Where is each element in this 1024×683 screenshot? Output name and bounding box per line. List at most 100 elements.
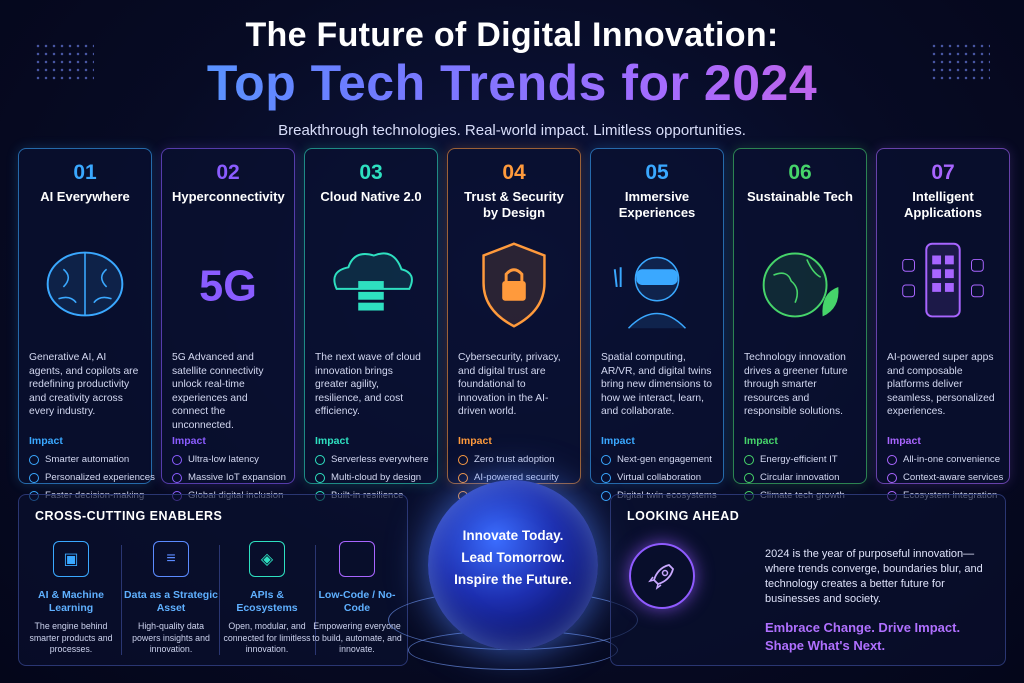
impact-text: Smarter automation: [45, 454, 130, 465]
decorative-dots-left: [34, 42, 94, 82]
impact-text: Next-gen engagement: [617, 454, 712, 465]
divider: [219, 545, 220, 655]
impact-text: Ultra-low latency: [188, 454, 259, 465]
smartphone-apps-icon: [887, 229, 999, 345]
impact-item: Energy-efficient IT: [744, 451, 856, 469]
trend-card: 05 Immersive Experiences Spatial computi…: [590, 148, 724, 501]
impact-item: Context-aware services: [887, 469, 1003, 487]
trend-description: 5G Advanced and satellite connectivity u…: [172, 352, 264, 431]
bullet-icon: [458, 473, 468, 483]
impact-text: AI-powered security: [474, 472, 559, 483]
trend-name: Intelligent Applications: [903, 189, 982, 220]
trend-card: 07 Intelligent Applications AI-powered s…: [876, 148, 1010, 501]
bullet-icon: [172, 473, 182, 483]
enabler-description: The engine behind smarter products and p…: [29, 621, 113, 654]
impact-text: Context-aware services: [903, 472, 1004, 483]
impact-text: All-in-one convenience: [903, 454, 1001, 465]
impact-item: Circular innovation: [744, 469, 856, 487]
enabler-description: Empowering everyone to build, automate, …: [312, 621, 402, 654]
bullet-icon: [744, 455, 754, 465]
trend-number: 07: [931, 161, 955, 184]
enabler-item: ▣ AI & Machine Learning The engine behin…: [23, 541, 119, 659]
cta-line: Embrace Change. Drive Impact.: [765, 620, 961, 635]
slogan-line: Innovate Today.: [462, 528, 564, 543]
impact-text: Energy-efficient IT: [760, 454, 838, 465]
shield-lock-icon: [458, 229, 570, 345]
trend-card: 02 Hyperconnectivity 5G 5G Advanced and …: [161, 148, 295, 501]
bullet-icon: [315, 473, 325, 483]
trend-description: Spatial computing, AR/VR, and digital tw…: [601, 352, 713, 418]
impact-item: Personalized experiences: [29, 469, 155, 487]
trend-name: Hyperconnectivity: [172, 189, 285, 204]
page-title: The Future of Digital Innovation:: [245, 16, 779, 54]
trend-card: 04 Trust & Security by Design Cybersecur…: [447, 148, 581, 501]
impact-item: Smarter automation: [29, 451, 141, 469]
enabler-item: ≡ Data as a Strategic Asset High-quality…: [123, 541, 219, 659]
trend-card: 03 Cloud Native 2.0 The next wave of clo…: [304, 148, 438, 501]
trend-description: The next wave of cloud innovation brings…: [315, 352, 421, 418]
impact-item: Serverless everywhere: [315, 451, 429, 469]
impact-text: Circular innovation: [760, 472, 840, 483]
trend-description: Technology innovation drives a greener f…: [744, 352, 848, 418]
enabler-title: APIs & Ecosystems: [236, 589, 298, 614]
5g-icon: 5G: [172, 229, 284, 345]
globe-slogan: Innovate Today. Lead Tomorrow. Inspire t…: [438, 525, 588, 591]
impact-text: Multi-cloud by design: [331, 472, 422, 483]
impact-item: Zero trust adoption: [458, 451, 570, 469]
enabler-description: High-quality data powers insights and in…: [132, 621, 210, 654]
trend-name: AI Everywhere: [40, 189, 130, 204]
rocket-icon: [629, 543, 695, 609]
bullet-icon: [315, 455, 325, 465]
enablers-panel: CROSS-CUTTING ENABLERS ▣ AI & Machine Le…: [18, 494, 408, 666]
bullet-icon: [29, 455, 39, 465]
chip-icon: ▣: [53, 541, 89, 577]
trend-card: 06 Sustainable Tech Technology innovatio…: [733, 148, 867, 501]
cubes-icon: ◈: [249, 541, 285, 577]
globe-leaf-icon: [744, 229, 856, 345]
trend-number: 05: [645, 161, 669, 184]
bullet-icon: [601, 473, 611, 483]
trend-name: Cloud Native 2.0: [320, 189, 422, 204]
bullet-icon: [887, 473, 897, 483]
trend-number: 03: [359, 161, 383, 184]
vr-headset-icon: [601, 229, 713, 345]
bullet-icon: [458, 455, 468, 465]
trend-description: Generative AI, AI agents, and copilots a…: [29, 352, 139, 418]
slogan-line: Inspire the Future.: [454, 572, 572, 587]
trend-card: 01 AI Everywhere Generative AI, AI agent…: [18, 148, 155, 501]
trend-name: Sustainable Tech: [747, 189, 853, 204]
enabler-title: Low-Code / No-Code: [318, 589, 396, 614]
bullet-icon: [601, 455, 611, 465]
impact-item: All-in-one convenience: [887, 451, 1001, 469]
enabler-item: Low-Code / No-Code Empowering everyone t…: [309, 541, 405, 659]
tagline: Breakthrough technologies. Real-world im…: [278, 122, 746, 139]
trend-cards: 01 AI Everywhere Generative AI, AI agent…: [18, 148, 1010, 501]
call-to-action: Embrace Change. Drive Impact. Shape What…: [765, 619, 997, 655]
impact-item: Multi-cloud by design: [315, 469, 427, 487]
impact-text: Personalized experiences: [45, 472, 155, 483]
cloud-icon: [315, 229, 427, 345]
bullet-icon: [172, 455, 182, 465]
trend-description: Cybersecurity, privacy, and digital trus…: [458, 352, 561, 418]
impact-label: Impact: [458, 435, 492, 447]
trend-number: 01: [73, 161, 97, 184]
slogan-line: Lead Tomorrow.: [461, 550, 565, 565]
page-headline: Top Tech Trends for 2024: [0, 54, 1024, 112]
impact-text: Zero trust adoption: [474, 454, 555, 465]
impact-item: Virtual collaboration: [601, 469, 713, 487]
bullet-icon: [29, 473, 39, 483]
impact-item: Next-gen engagement: [601, 451, 713, 469]
looking-ahead-text: 2024 is the year of purposeful innovatio…: [765, 548, 983, 605]
divider: [121, 545, 122, 655]
bullet-icon: [887, 455, 897, 465]
globe-graphic: Innovate Today. Lead Tomorrow. Inspire t…: [388, 470, 638, 683]
impact-label: Impact: [172, 435, 206, 447]
impact-item: Ultra-low latency: [172, 451, 284, 469]
svg-text:5G: 5G: [199, 263, 257, 311]
impact-text: Serverless everywhere: [331, 454, 429, 465]
trend-name: Immersive Experiences: [618, 189, 696, 220]
bullet-icon: [601, 491, 611, 501]
impact-item: Massive IoT expansion: [172, 469, 286, 487]
enabler-title: AI & Machine Learning: [38, 589, 104, 614]
trend-description: AI-powered super apps and composable pla…: [887, 352, 995, 418]
